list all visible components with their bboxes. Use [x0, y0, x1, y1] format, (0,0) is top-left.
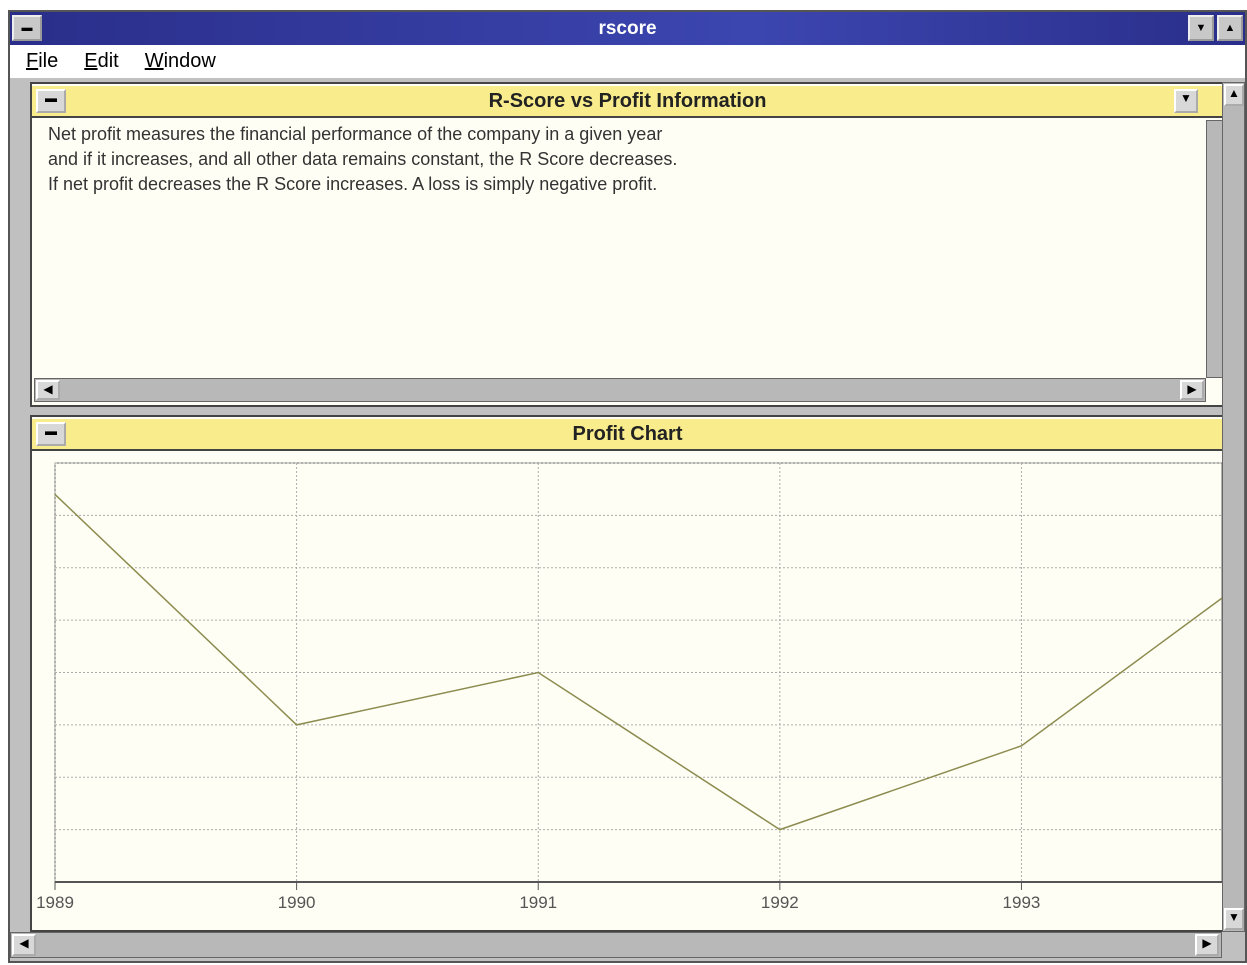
scroll-up[interactable]: ▲ — [1224, 84, 1244, 106]
panel-minimize-button[interactable]: ▼ — [1174, 89, 1198, 113]
info-line: Net profit measures the financial perfor… — [48, 122, 1198, 147]
menu-item[interactable]: Window — [145, 45, 216, 78]
panel-menu-button[interactable]: ▬ — [36, 89, 66, 113]
info-text: Net profit measures the financial perfor… — [48, 122, 1198, 197]
panel-menu-button[interactable]: ▬ — [36, 422, 66, 446]
menu-item[interactable]: File — [26, 45, 58, 78]
x-tick-label: 1992 — [761, 893, 799, 912]
menu-bar: File Edit Window — [10, 45, 1245, 78]
panel-title-bar: R-Score vs Profit Information — [32, 86, 1223, 118]
chart-title: Profit Chart — [573, 423, 683, 445]
panel-title: R-Score vs Profit Information — [489, 90, 767, 112]
x-tick-label: 1993 — [1003, 893, 1041, 912]
system-menu-button[interactable]: ▬ — [12, 15, 42, 41]
scroll-right[interactable]: ▶ — [1195, 934, 1219, 956]
info-line: If net profit decreases the R Score incr… — [48, 172, 1198, 197]
x-tick-label: 1991 — [519, 893, 557, 912]
panel-title-bar: Profit Chart — [32, 419, 1223, 451]
scroll-left[interactable]: ◀ — [36, 380, 60, 400]
maximize-button[interactable]: ▲ — [1217, 15, 1243, 41]
info-line: and if it increases, and all other data … — [48, 147, 1198, 172]
chart: 1989 1990 1991 1992 1993 — [28, 448, 1223, 930]
scroll-down[interactable]: ▼ — [1224, 908, 1244, 930]
scroll-left[interactable]: ◀ — [12, 934, 36, 956]
scroll-right[interactable]: ▶ — [1180, 380, 1204, 400]
menu-item[interactable]: Edit — [84, 45, 118, 78]
horizontal-scrollbar[interactable] — [34, 378, 1206, 402]
window-title: rscore — [598, 18, 656, 39]
window-vertical-scrollbar[interactable] — [1222, 82, 1245, 932]
screen: rscore ▬ ▼ ▲ File Edit Window R-Score vs P… — [0, 0, 1247, 965]
minimize-button[interactable]: ▼ — [1188, 15, 1214, 41]
plot-area — [55, 463, 1222, 882]
info-panel: R-Score vs Profit Information ▬ ▼ Net pr… — [30, 82, 1225, 407]
x-tick-label: 1990 — [278, 893, 316, 912]
window-horizontal-scrollbar[interactable] — [10, 932, 1222, 958]
x-tick-label: 1989 — [36, 893, 74, 912]
title-bar: rscore — [10, 12, 1245, 45]
vertical-scrollbar[interactable] — [1206, 120, 1223, 378]
